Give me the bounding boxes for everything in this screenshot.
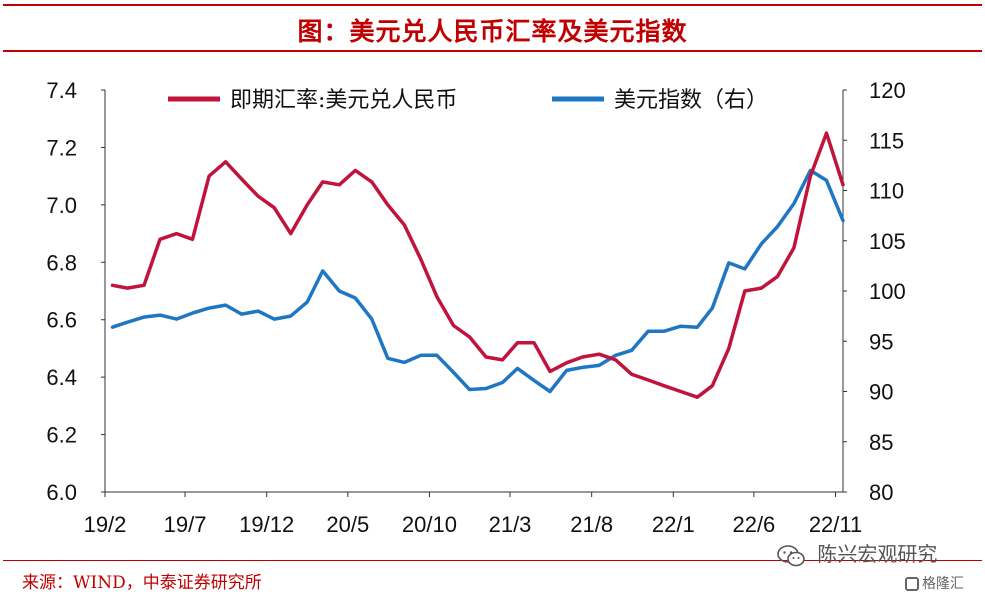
left-tick-label: 6.6 (46, 308, 77, 333)
watermark-text: 陈兴宏观研究 (817, 542, 938, 566)
gelonghui-logo-icon (905, 577, 919, 591)
x-tick-label: 21/8 (570, 512, 613, 537)
dual-axis-line-chart: 6.0 6.2 6.4 6.6 6.8 7.0 7.2 7.4 80 85 90 95 100 105 11… (46, 78, 906, 537)
footer-rule (3, 560, 982, 561)
right-tick-label: 100 (869, 279, 906, 304)
legend-dollar-index-label: 美元指数（右） (614, 88, 768, 113)
x-tick-label: 20/5 (326, 512, 369, 537)
left-tick-label: 6.8 (46, 250, 77, 275)
right-tick-label: 105 (869, 229, 906, 254)
left-tick-label: 6.2 (46, 423, 77, 448)
right-tick-label: 95 (869, 329, 893, 354)
x-tick-label: 22/11 (809, 512, 862, 537)
watermark: 陈兴宏观研究 (777, 538, 937, 567)
chart-title: 图：美元兑人民币汇率及美元指数 (297, 17, 688, 46)
x-tick-label: 21/3 (489, 512, 532, 537)
chart-area: 6.0 6.2 6.4 6.6 6.8 7.0 7.2 7.4 80 85 90 95 100 105 11… (0, 56, 985, 544)
x-tick-label: 22/6 (732, 512, 775, 537)
legend-usdcny-label: 即期汇率:美元兑人民币 (230, 88, 457, 113)
right-tick-label: 90 (869, 380, 893, 405)
title-top-rule (3, 4, 982, 6)
wechat-icon (777, 544, 805, 566)
watermark-2: 格隆汇 (905, 573, 964, 593)
left-tick-label: 6.0 (46, 480, 77, 505)
right-tick-label: 110 (869, 179, 904, 204)
left-tick-label: 7.2 (46, 135, 77, 160)
left-tick-label: 6.4 (46, 365, 77, 390)
title-bottom-rule (3, 50, 982, 52)
watermark-2-text: 格隆汇 (922, 576, 964, 592)
right-tick-label: 80 (869, 480, 893, 505)
x-tick-label: 19/12 (239, 512, 294, 537)
left-tick-label: 7.0 (46, 193, 77, 218)
right-tick-label: 85 (869, 430, 893, 455)
x-tick-label: 19/2 (84, 512, 127, 537)
series-line-usdcny (110, 131, 845, 399)
title-bar: 图：美元兑人民币汇率及美元指数 (0, 0, 985, 52)
x-tick-label: 22/1 (652, 512, 695, 537)
right-tick-label: 120 (869, 78, 906, 103)
x-tick-label: 19/7 (164, 512, 207, 537)
left-tick-label: 7.4 (46, 78, 77, 103)
x-tick-label: 20/10 (402, 512, 457, 537)
source-note: 来源：WIND，中泰证券研究所 (22, 573, 262, 593)
right-tick-label: 115 (869, 128, 904, 153)
series-line-dollar-index (110, 168, 845, 394)
